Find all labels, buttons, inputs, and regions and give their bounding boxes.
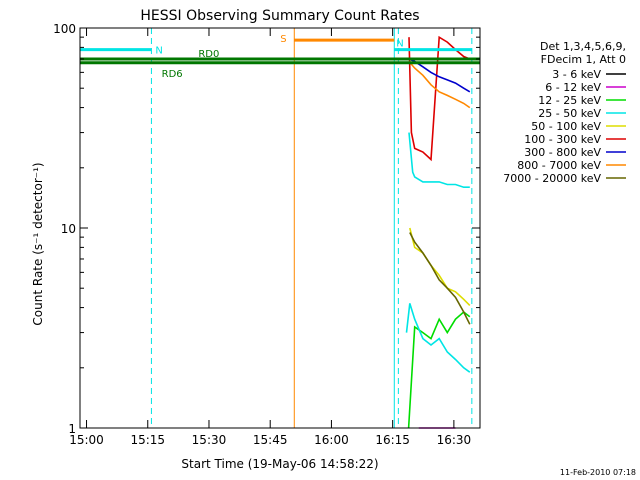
annotation-label: RD6 xyxy=(162,69,183,80)
legend-label: 50 - 100 keV xyxy=(531,120,601,133)
legend-label: 800 - 7000 keV xyxy=(517,159,601,172)
legend-header: FDecim 1, Att 0 xyxy=(541,53,626,66)
y-tick-label: 1 xyxy=(68,422,76,436)
x-axis-label: Start Time (19-May-06 14:58:22) xyxy=(181,457,378,471)
legend-label: 7000 - 20000 keV xyxy=(503,172,601,185)
x-tick-label: 16:30 xyxy=(437,433,472,447)
annotation-label: N xyxy=(155,46,162,57)
series-line xyxy=(408,60,471,109)
series-line xyxy=(408,132,470,188)
x-tick-label: 15:00 xyxy=(69,433,104,447)
series-line xyxy=(405,303,471,373)
series-line xyxy=(409,232,471,325)
axis-layer: 15:00 15:15 15:30 15:45 16:00 16:15 16:30 1 10 10… xyxy=(53,22,480,447)
legend-label: 3 - 6 keV xyxy=(552,68,601,81)
series-line xyxy=(408,35,471,162)
annotation-label: N xyxy=(396,39,403,50)
legend-label: 12 - 25 keV xyxy=(538,94,601,107)
y-tick-label: 100 xyxy=(53,22,76,36)
legend-label: 300 - 800 keV xyxy=(524,146,601,159)
legend-label: 6 - 12 keV xyxy=(545,81,601,94)
legend-label: 100 - 300 keV xyxy=(524,133,601,146)
legend: Det 1,3,4,5,6,9,FDecim 1, Att 0 3 - 6 keV… xyxy=(503,40,626,185)
series-line xyxy=(409,227,471,306)
x-tick-label: 15:30 xyxy=(192,433,227,447)
annotation-layer: N N S RD0 RD6 xyxy=(80,34,480,80)
x-tick-label: 15:45 xyxy=(253,433,288,447)
date-stamp: 11-Feb-2010 07:18 xyxy=(560,468,636,477)
legend-header: Det 1,3,4,5,6,9, xyxy=(540,40,626,53)
legend-label: 25 - 50 keV xyxy=(538,107,601,120)
annotation-label: RD0 xyxy=(198,49,219,60)
plot-area xyxy=(150,28,473,429)
x-tick-label: 16:00 xyxy=(314,433,349,447)
y-axis-label: Count Rate (s⁻¹ detector⁻¹) xyxy=(31,162,45,325)
plot-frame xyxy=(79,27,481,429)
chart-title: HESSI Observing Summary Count Rates xyxy=(140,8,419,24)
annotation-label: S xyxy=(280,34,286,45)
series-line xyxy=(407,310,471,429)
x-tick-label: 15:15 xyxy=(130,433,165,447)
y-tick-label: 10 xyxy=(61,222,76,236)
x-tick-label: 16:15 xyxy=(375,433,410,447)
